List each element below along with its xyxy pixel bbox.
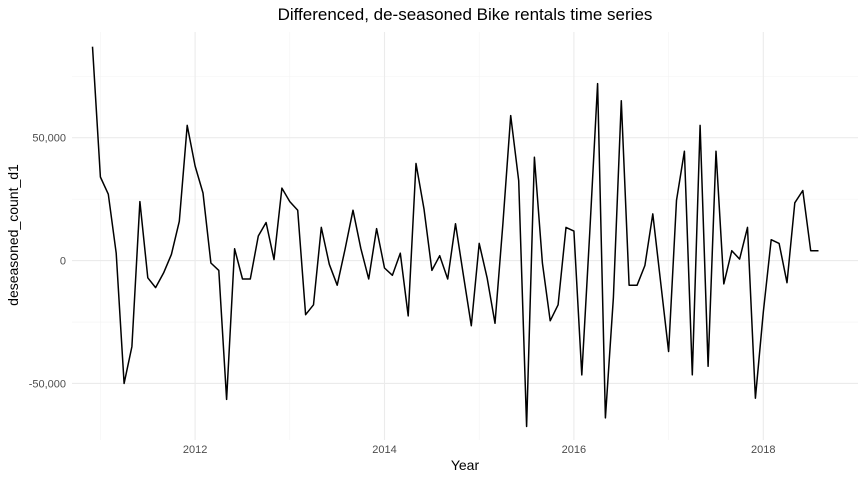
chart-title: Differenced, de-seasoned Bike rentals ti… [278,5,653,24]
series-layer [91,46,819,428]
grid [72,32,858,440]
series-line-0 [91,46,819,428]
y-axis-title: deseasoned_count_d1 [5,164,21,306]
x-tick-label: 2012 [183,444,207,456]
x-axis-title: Year [451,457,480,473]
x-tick-label: 2016 [562,444,586,456]
x-tick-label: 2018 [751,444,775,456]
y-tick-label: 50,000 [32,133,66,145]
y-tick-label: -50,000 [29,378,66,390]
x-tick-label: 2014 [372,444,396,456]
y-tick-label: 0 [60,256,66,268]
tick-labels: 2012 2014 2016 2018 -50,000 0 50,000 [29,133,776,456]
